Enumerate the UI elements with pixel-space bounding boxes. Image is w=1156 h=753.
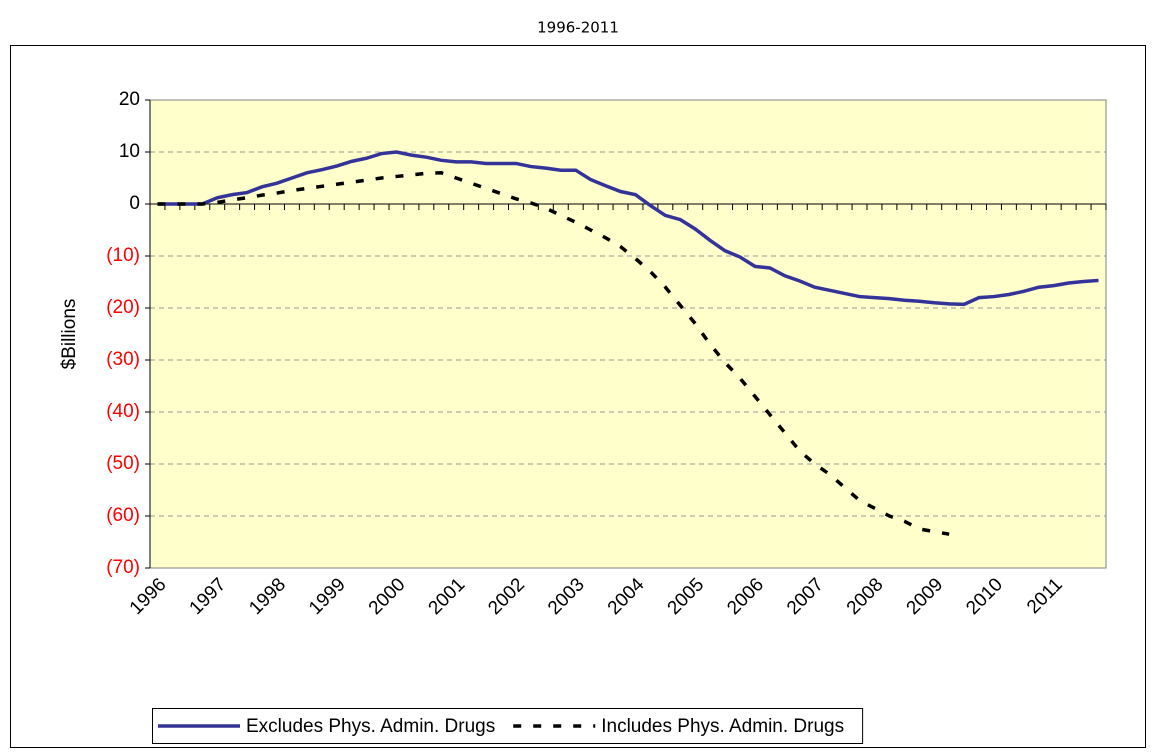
legend-box: [152, 708, 864, 744]
series-line: [157, 171, 950, 536]
x-tick-label: 2000: [365, 574, 410, 619]
plot-area: [149, 99, 1107, 569]
legend-label: Excludes Phys. Admin. Drugs: [246, 716, 495, 737]
y-tick-label: (10): [106, 245, 140, 266]
y-tick-label: (60): [106, 505, 140, 526]
x-tick-label: 2004: [604, 574, 649, 619]
y-tick-label: (40): [106, 401, 140, 422]
x-tick-label: 2003: [544, 574, 589, 619]
x-tick-label: 1997: [186, 574, 231, 619]
y-tick-label: (30): [106, 349, 140, 370]
y-tick-label: 10: [119, 141, 140, 162]
x-tick-label: 2002: [484, 574, 529, 619]
x-tick-label: 1999: [305, 574, 350, 619]
x-tick-label: 1998: [245, 574, 290, 619]
x-tick-label: 2006: [723, 574, 768, 619]
x-tick-label: 2001: [425, 574, 470, 619]
chart-title: 1996-2011: [537, 19, 619, 37]
chart-frame: [10, 45, 1146, 748]
x-tick-label: 2007: [783, 574, 828, 619]
series-line: [157, 150, 1099, 307]
x-tick-label: 2009: [903, 574, 948, 619]
y-axis-label: $Billions: [59, 299, 80, 370]
y-tick-label: 0: [129, 193, 140, 214]
x-tick-label: 2010: [962, 574, 1007, 619]
y-tick-label: (50): [106, 453, 140, 474]
x-tick-label: 2005: [664, 574, 709, 619]
legend-label: Includes Phys. Admin. Drugs: [601, 716, 844, 737]
legend: Excludes Phys. Admin. Drugs Includes Phys…: [152, 708, 864, 744]
x-tick-label: 1996: [126, 574, 171, 619]
y-tick-label: (20): [106, 297, 140, 318]
y-tick-label: (70): [106, 557, 140, 578]
y-tick-label: 20: [119, 89, 140, 110]
x-tick-label: 2011: [1023, 574, 1067, 618]
x-tick-label: 2008: [843, 574, 888, 619]
